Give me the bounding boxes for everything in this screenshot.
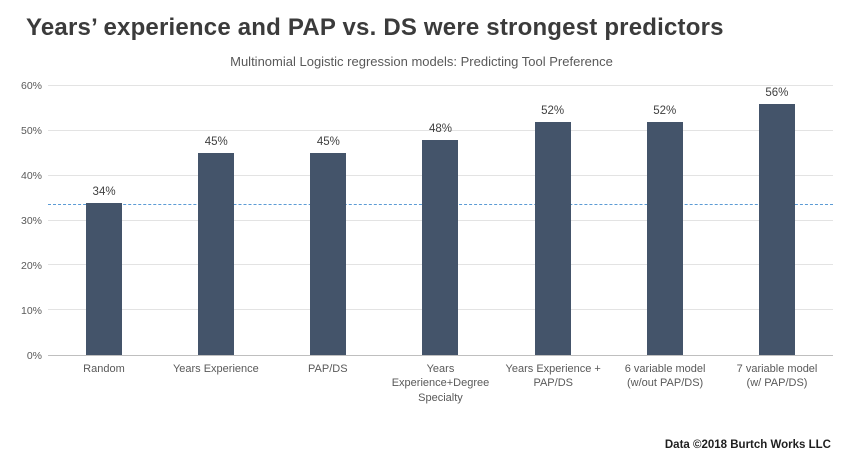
bar-value-label: 56%	[765, 86, 789, 99]
bar: 56%	[758, 87, 795, 355]
data-source-credit: Data ©2018 Burtch Works LLC	[664, 439, 831, 449]
bar-column: 52%	[609, 86, 721, 355]
bar: 34%	[86, 186, 123, 355]
y-tick-label: 0%	[26, 350, 42, 362]
plot-area: 0% 10% 20% 30% 40% 50% 60% 34% 45% 45% 48% 52% 52% 5…	[21, 80, 833, 362]
y-tick-label: 10%	[20, 305, 42, 317]
y-tick-label: 20%	[20, 260, 42, 272]
x-category-label: PAP/DS	[308, 363, 348, 375]
bar-column: 45%	[272, 86, 384, 355]
chart-subtitle: Multinomial Logistic regression models: …	[230, 54, 613, 69]
bar: 48%	[422, 123, 459, 355]
y-tick-label: 30%	[20, 215, 42, 227]
bar-value-label: 45%	[204, 136, 228, 149]
bar: 45%	[198, 136, 235, 355]
bar: 52%	[646, 105, 683, 355]
y-axis: 0% 10% 20% 30% 40% 50% 60%	[0, 80, 42, 362]
bar-value-label: 45%	[316, 136, 340, 149]
bar: 52%	[534, 105, 571, 355]
chart-title: Years’ experience and PAP vs. DS were st…	[26, 14, 724, 41]
bar: 45%	[310, 136, 347, 355]
chart-container: Years’ experience and PAP vs. DS were st…	[0, 12, 843, 449]
x-category-label: Years Experience+Degree Specialty	[391, 363, 490, 404]
bar-series: 34% 45% 45% 48% 52% 52% 56%	[48, 86, 833, 355]
bar-column: 45%	[160, 86, 272, 355]
bar-column: 34%	[48, 86, 160, 355]
bar-column: 48%	[384, 86, 496, 355]
gridline	[48, 85, 833, 86]
x-category-label: Years Experience + PAP/DS	[505, 363, 601, 390]
bar-value-label: 48%	[428, 122, 452, 135]
x-category-label: 7 variable model (w/ PAP/DS)	[736, 363, 818, 390]
bar-value-label: 34%	[92, 185, 116, 198]
x-category-label: 6 variable model (w/out PAP/DS)	[624, 363, 706, 390]
bar-value-label: 52%	[653, 104, 677, 117]
x-category-label: Years Experience	[172, 363, 259, 375]
bar-column: 56%	[721, 86, 833, 355]
gridline	[48, 129, 833, 131]
y-tick-label: 60%	[20, 80, 42, 92]
plot-grid: 34% 45% 45% 48% 52% 52% 56%	[48, 85, 833, 356]
bar-value-label: 52%	[541, 104, 565, 117]
y-tick-label: 40%	[20, 170, 42, 182]
x-category-label: Random	[83, 363, 125, 375]
y-tick-label: 50%	[20, 125, 42, 137]
bar-column: 52%	[497, 86, 609, 355]
x-axis: Random Years Experience PAP/DS Years Experi…	[48, 362, 833, 405]
